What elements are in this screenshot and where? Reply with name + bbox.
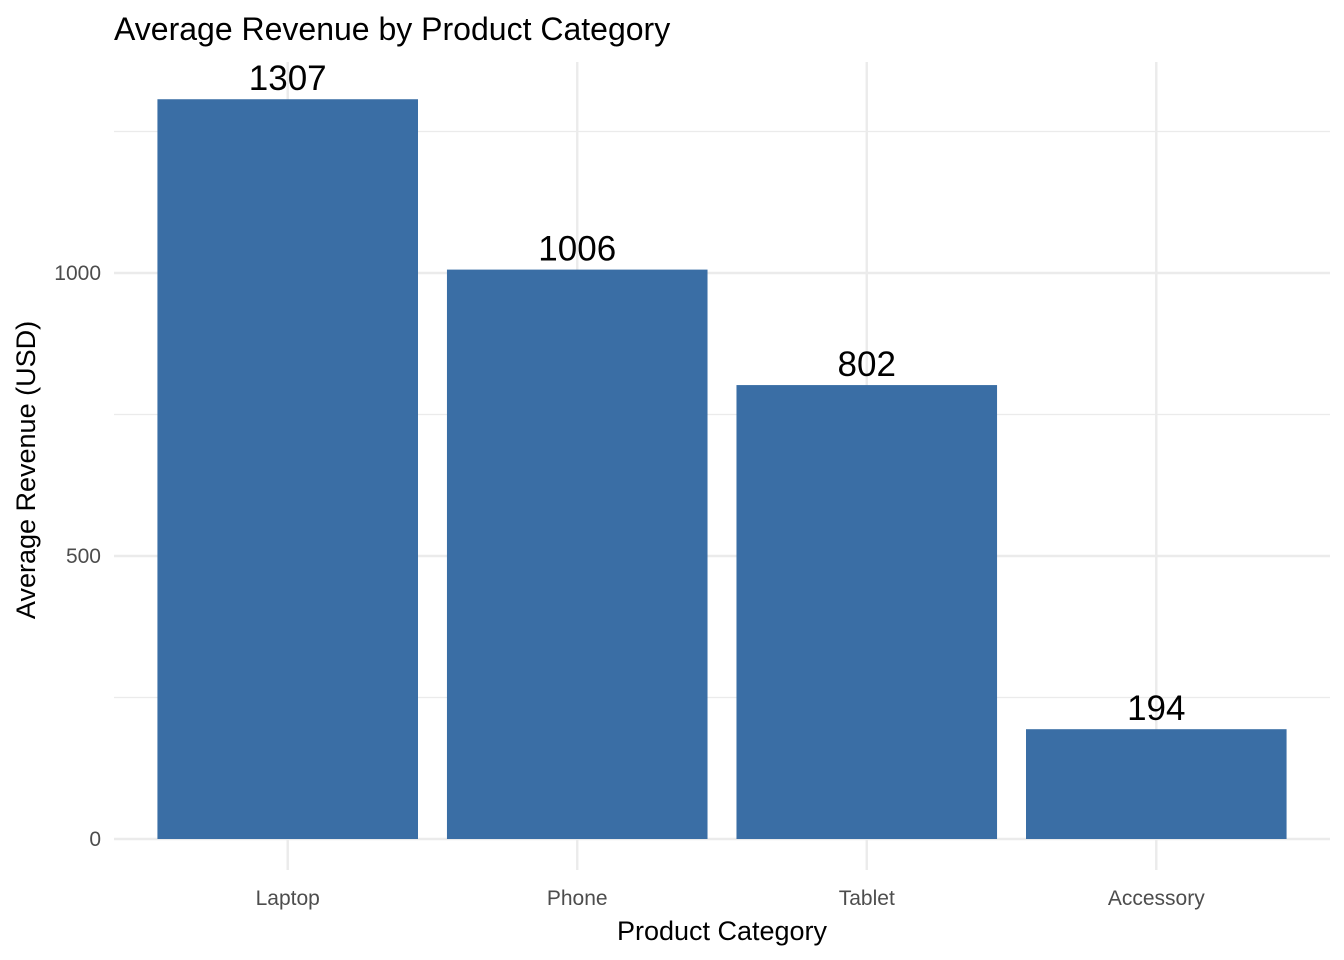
x-tick-label: Laptop (256, 887, 320, 910)
bar-phone (446, 269, 708, 839)
data-label-laptop: 1307 (249, 59, 327, 98)
bar-laptop (157, 99, 418, 840)
x-tick-label: Accessory (1108, 887, 1205, 910)
x-tick-label: Phone (547, 887, 608, 910)
chart-title: Average Revenue by Product Category (114, 11, 670, 47)
y-tick-label: 1000 (54, 262, 101, 285)
bars (157, 99, 1287, 840)
y-tick-label: 0 (89, 828, 101, 851)
y-tick-label: 500 (66, 545, 101, 568)
data-label-phone: 1006 (538, 230, 616, 269)
x-tick-label: Tablet (839, 887, 895, 910)
data-label-accessory: 194 (1127, 689, 1185, 728)
y-axis-title: Average Revenue (USD) (11, 321, 41, 619)
data-labels: 1307 1006 802 194 (249, 59, 1186, 728)
data-label-tablet: 802 (838, 345, 896, 384)
bar-accessory (1026, 729, 1287, 839)
x-axis-title: Product Category (617, 916, 828, 946)
bar-tablet (736, 385, 998, 839)
axis-ticks: Laptop Phone Tablet Accessory 0 500 1000 (54, 262, 1205, 910)
